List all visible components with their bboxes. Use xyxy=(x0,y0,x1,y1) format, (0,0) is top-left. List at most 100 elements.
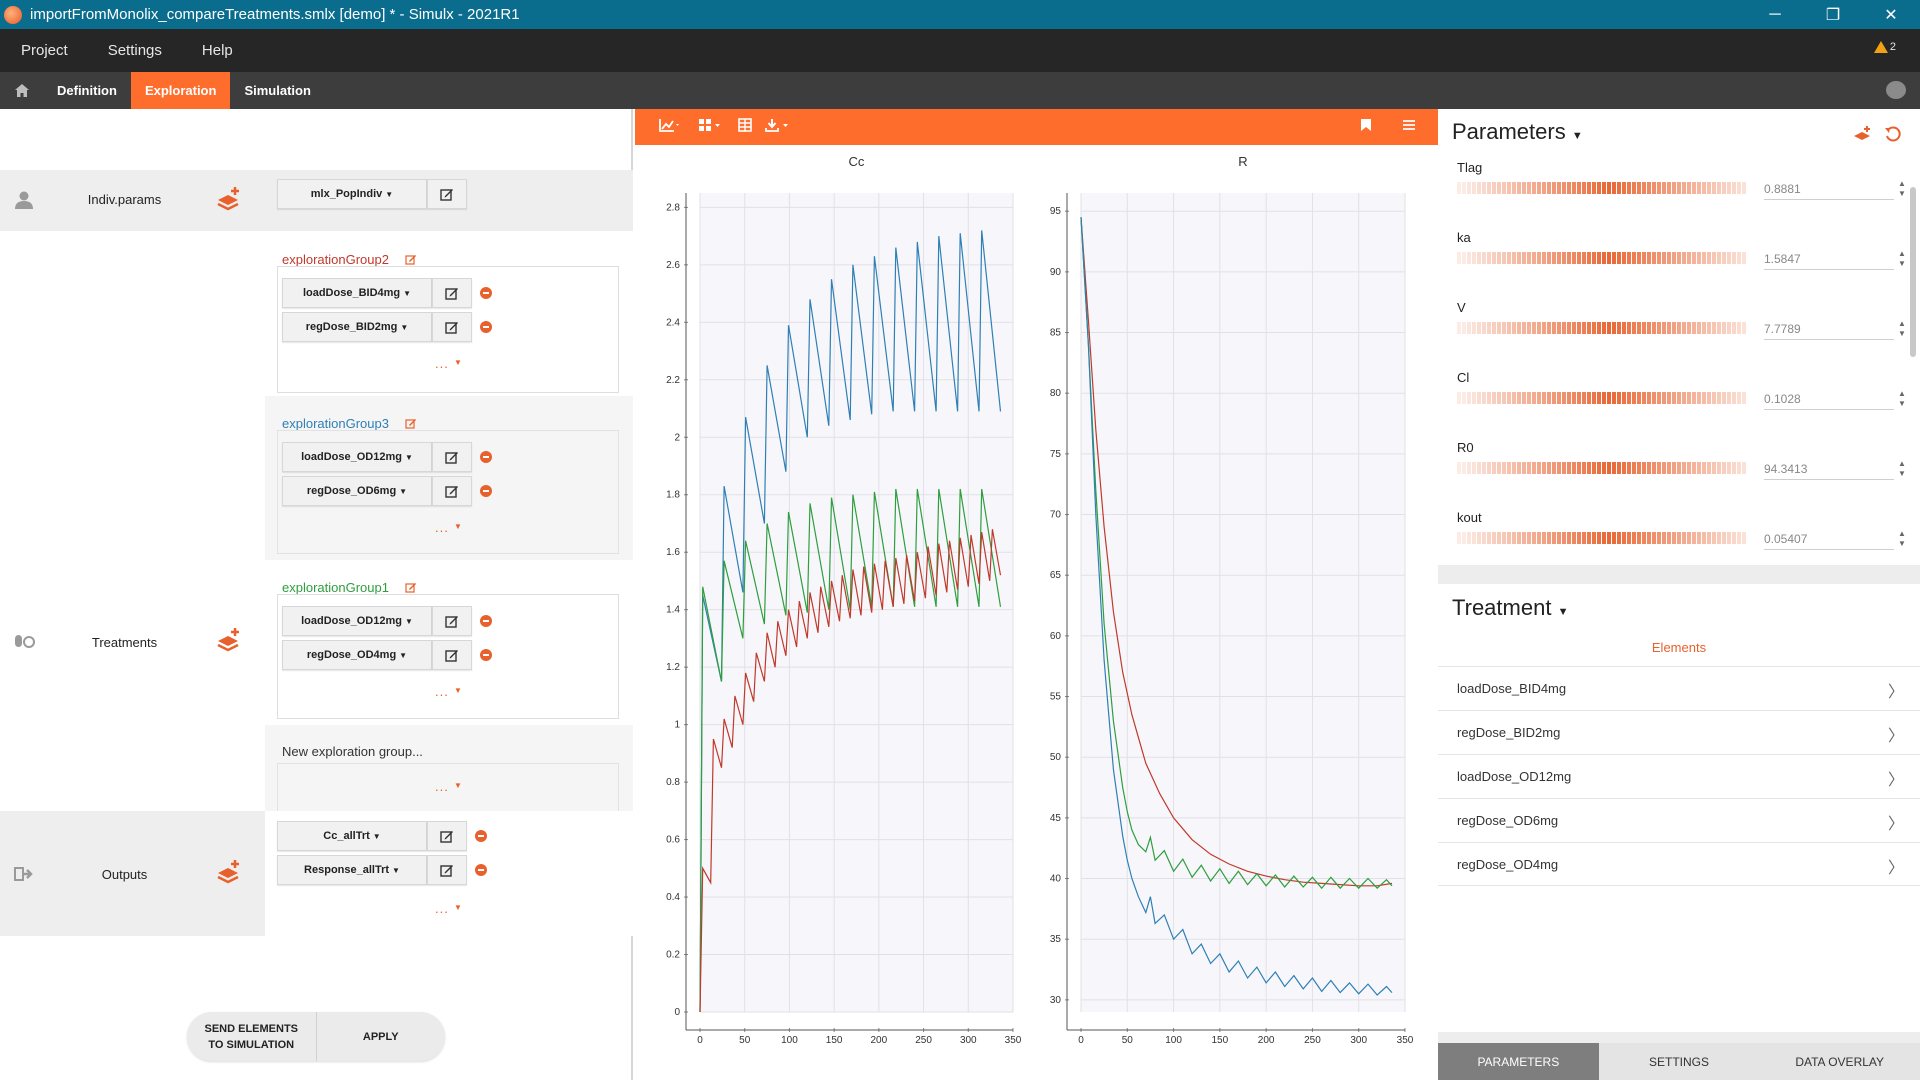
edit-treatment-button[interactable] xyxy=(432,476,472,506)
treatment-element-row[interactable]: regDose_OD6mg 〉 xyxy=(1438,798,1920,842)
param-slider[interactable] xyxy=(1457,252,1747,264)
output-dropdown[interactable]: Response_allTrt ▼ xyxy=(277,855,427,885)
warning-indicator[interactable]: 2 xyxy=(1873,41,1896,53)
param-value-input[interactable]: 0.1028 xyxy=(1764,392,1894,410)
spinner-icon[interactable]: ▲ ▼ xyxy=(1898,459,1906,478)
table-icon[interactable] xyxy=(738,118,752,132)
edit-treatment-button[interactable] xyxy=(432,278,472,308)
send-to-simulation-button[interactable]: SEND ELEMENTS TO SIMULATION xyxy=(187,1012,316,1061)
treatment-dropdown[interactable]: loadDose_BID4mg ▼ xyxy=(282,278,432,308)
remove-treatment-icon[interactable] xyxy=(480,615,492,627)
tab-settings-panel[interactable]: SETTINGS xyxy=(1598,1043,1760,1080)
minimize-button[interactable]: ─ xyxy=(1769,5,1781,23)
restore-button[interactable]: ❐ xyxy=(1825,6,1841,24)
add-parameter-icon[interactable] xyxy=(1852,125,1872,143)
edit-group-icon[interactable] xyxy=(405,253,417,265)
slider-stripe xyxy=(1702,182,1706,194)
params-scrollbar[interactable] xyxy=(1910,187,1916,357)
treatment-dropdown[interactable]: regDose_BID2mg ▼ xyxy=(282,312,432,342)
spinner-icon[interactable]: ▲ ▼ xyxy=(1898,179,1906,198)
add-output-icon[interactable] xyxy=(216,859,242,885)
edit-treatment-button[interactable] xyxy=(432,312,472,342)
param-value-input[interactable]: 7.7789 xyxy=(1764,322,1894,340)
tab-simulation[interactable]: Simulation xyxy=(244,83,311,98)
chart-type-icon[interactable] xyxy=(659,118,681,132)
param-slider[interactable] xyxy=(1457,532,1747,544)
close-button[interactable]: ✕ xyxy=(1884,6,1898,24)
remove-treatment-icon[interactable] xyxy=(480,649,492,661)
more-outputs-button[interactable]: ... xyxy=(435,901,449,916)
spinner-icon[interactable]: ▲ ▼ xyxy=(1898,319,1906,338)
tab-exploration[interactable]: Exploration xyxy=(130,72,231,109)
slider-stripe xyxy=(1622,182,1626,194)
param-slider[interactable] xyxy=(1457,322,1747,334)
remove-output-icon[interactable] xyxy=(475,864,487,876)
edit-output-button[interactable] xyxy=(427,821,467,851)
output-dropdown[interactable]: Cc_allTrt ▼ xyxy=(277,821,427,851)
param-value-input[interactable]: 0.8881 xyxy=(1764,182,1894,200)
treatment-element-row[interactable]: loadDose_OD12mg 〉 xyxy=(1438,754,1920,798)
chevron-down-icon[interactable]: ▼ xyxy=(454,522,462,531)
tab-data-overlay[interactable]: DATA OVERLAY xyxy=(1759,1043,1920,1080)
remove-treatment-icon[interactable] xyxy=(480,321,492,333)
treatment-element-row[interactable]: loadDose_BID4mg 〉 xyxy=(1438,666,1920,710)
edit-group-icon[interactable] xyxy=(405,581,417,593)
menu-help[interactable]: Help xyxy=(201,42,233,59)
more-treatments-button[interactable]: ... xyxy=(435,779,449,794)
tab-parameters[interactable]: PARAMETERS xyxy=(1438,1043,1599,1080)
group-title[interactable]: explorationGroup3 xyxy=(282,416,389,431)
apply-button[interactable]: APPLY xyxy=(315,1012,446,1061)
spinner-icon[interactable]: ▲ ▼ xyxy=(1898,249,1906,268)
param-value-input[interactable]: 1.5847 xyxy=(1764,252,1894,270)
chat-icon[interactable] xyxy=(1886,81,1906,99)
slider-stripe xyxy=(1622,462,1626,474)
bookmark-icon[interactable] xyxy=(1360,118,1372,132)
tab-definition[interactable]: Definition xyxy=(57,83,117,98)
more-treatments-button[interactable]: ... xyxy=(435,684,449,699)
edit-indiv-button[interactable] xyxy=(427,179,467,209)
edit-treatment-button[interactable] xyxy=(432,442,472,472)
more-treatments-button[interactable]: ... xyxy=(435,356,449,371)
treatment-dropdown[interactable]: regDose_OD6mg ▼ xyxy=(282,476,432,506)
treatment-title[interactable]: Treatment ▼ xyxy=(1452,595,1568,621)
home-button[interactable] xyxy=(0,72,43,109)
treatment-dropdown[interactable]: regDose_OD4mg ▼ xyxy=(282,640,432,670)
layout-grid-icon[interactable] xyxy=(698,118,722,132)
treatment-dropdown[interactable]: loadDose_OD12mg ▼ xyxy=(282,442,432,472)
reset-icon[interactable] xyxy=(1884,125,1902,143)
menu-project[interactable]: Project xyxy=(21,42,68,59)
param-value-input[interactable]: 94.3413 xyxy=(1764,462,1894,480)
param-slider[interactable] xyxy=(1457,462,1747,474)
chevron-down-icon[interactable]: ▼ xyxy=(454,781,462,790)
group-title[interactable]: explorationGroup2 xyxy=(282,252,389,267)
menu-icon[interactable] xyxy=(1402,118,1416,132)
add-indiv-params-icon[interactable] xyxy=(216,186,242,212)
chevron-down-icon[interactable]: ▼ xyxy=(454,358,462,367)
spinner-icon[interactable]: ▲ ▼ xyxy=(1898,389,1906,408)
treatment-element-row[interactable]: regDose_OD4mg 〉 xyxy=(1438,842,1920,886)
remove-output-icon[interactable] xyxy=(475,830,487,842)
edit-group-icon[interactable] xyxy=(405,417,417,429)
remove-treatment-icon[interactable] xyxy=(480,287,492,299)
treatment-dropdown[interactable]: loadDose_OD12mg ▼ xyxy=(282,606,432,636)
spinner-icon[interactable]: ▲ ▼ xyxy=(1898,529,1906,548)
edit-treatment-button[interactable] xyxy=(432,640,472,670)
new-group-label[interactable]: New exploration group... xyxy=(282,744,423,759)
add-treatment-icon[interactable] xyxy=(216,627,242,653)
param-value-input[interactable]: 0.05407 xyxy=(1764,532,1894,550)
treatment-element-row[interactable]: regDose_BID2mg 〉 xyxy=(1438,710,1920,754)
indiv-dropdown[interactable]: mlx_PopIndiv ▼ xyxy=(277,179,427,209)
more-treatments-button[interactable]: ... xyxy=(435,520,449,535)
edit-treatment-button[interactable] xyxy=(432,606,472,636)
parameters-title[interactable]: Parameters ▼ xyxy=(1452,119,1583,145)
remove-treatment-icon[interactable] xyxy=(480,485,492,497)
remove-treatment-icon[interactable] xyxy=(480,451,492,463)
download-icon[interactable] xyxy=(765,118,791,132)
chevron-down-icon[interactable]: ▼ xyxy=(454,686,462,695)
group-title[interactable]: explorationGroup1 xyxy=(282,580,389,595)
param-slider[interactable] xyxy=(1457,182,1747,194)
chevron-down-icon[interactable]: ▼ xyxy=(454,903,462,912)
menu-settings[interactable]: Settings xyxy=(107,42,162,59)
param-slider[interactable] xyxy=(1457,392,1747,404)
edit-output-button[interactable] xyxy=(427,855,467,885)
